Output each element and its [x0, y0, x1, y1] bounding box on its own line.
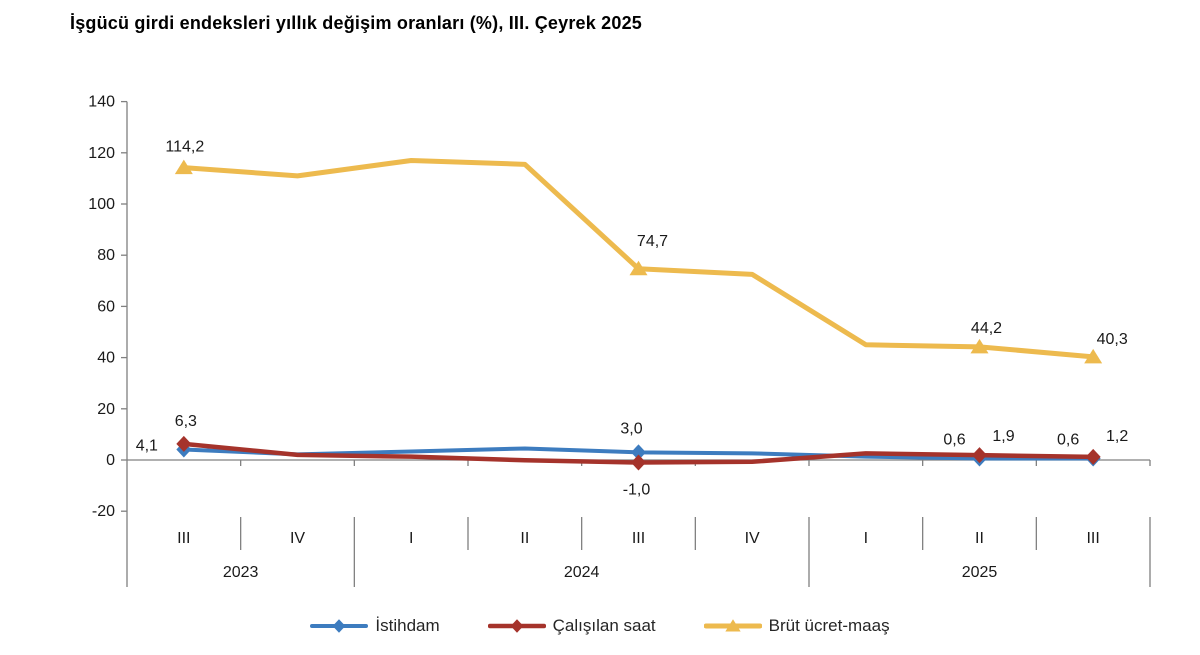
- data-label: 1,2: [1106, 428, 1128, 445]
- y-tick-label: 80: [97, 247, 115, 264]
- triangle-marker: [970, 338, 989, 354]
- year-label: 2025: [962, 564, 998, 581]
- chart-legend: İstihdam Çalışılan saat Brüt ücret-maaş: [0, 616, 1200, 636]
- data-label: 1,9: [992, 428, 1014, 445]
- y-tick-label: 100: [88, 196, 115, 213]
- legend-item-calisilan-saat: Çalışılan saat: [487, 616, 656, 636]
- diamond-marker: [972, 447, 987, 464]
- legend-item-brut-ucret-maas: Brüt ücret-maaş: [703, 616, 890, 636]
- diamond-marker: [1085, 448, 1101, 465]
- data-label: 114,2: [165, 139, 204, 156]
- line-diamond-marker-icon: [487, 619, 546, 633]
- year-label: 2024: [564, 564, 600, 581]
- y-tick-label: 20: [97, 401, 115, 418]
- diamond-marker: [176, 435, 192, 452]
- line-triangle-marker-icon: [703, 619, 762, 632]
- y-tick-label: 120: [88, 145, 115, 162]
- legend-label: Brüt ücret-maaş: [768, 616, 890, 635]
- diamond-marker: [510, 619, 524, 633]
- legend-item-istihdam: İstihdam: [310, 616, 440, 636]
- x-tick-label: III: [632, 530, 645, 547]
- data-label: 4,1: [136, 438, 158, 455]
- series-Brüt ücret-maaş: 114,2 74,7 44,2 40,3: [165, 139, 1128, 364]
- y-tick-label: 60: [97, 298, 115, 315]
- line-diamond-marker-icon: [310, 619, 369, 633]
- data-label: 40,3: [1097, 331, 1128, 348]
- triangle-marker: [174, 159, 193, 175]
- series-Çalışılan saat: 6,3 -1,0 1,9 1,2: [175, 413, 1129, 499]
- x-tick-label: IV: [745, 530, 760, 547]
- x-tick-label: I: [409, 530, 413, 547]
- data-label: 6,3: [175, 413, 197, 430]
- x-tick-label: III: [177, 530, 190, 547]
- x-tick-label: I: [864, 530, 868, 547]
- y-tick-label: 140: [88, 94, 115, 111]
- y-tick-label: -20: [92, 503, 115, 520]
- diamond-marker: [631, 454, 646, 471]
- data-label: 44,2: [971, 320, 1002, 337]
- legend-label: Çalışılan saat: [552, 616, 656, 635]
- x-tick-label: IV: [290, 530, 305, 547]
- data-label: -1,0: [623, 482, 651, 499]
- data-label: 0,6: [943, 431, 965, 448]
- x-tick-label: III: [1086, 530, 1099, 547]
- triangle-marker: [725, 619, 741, 632]
- y-tick-label: 0: [106, 452, 115, 469]
- series-line: [181, 157, 1096, 360]
- year-label: 2023: [223, 564, 259, 581]
- x-tick-label: II: [975, 530, 984, 547]
- diamond-marker: [333, 619, 346, 633]
- data-label: 3,0: [620, 420, 642, 437]
- data-label: 0,6: [1057, 431, 1079, 448]
- y-tick-label: 40: [97, 350, 115, 367]
- diamond-marker: [631, 444, 646, 461]
- triangle-marker: [629, 260, 648, 276]
- page-title: İşgücü girdi endeksleri yıllık değişim o…: [70, 13, 643, 33]
- legend-label: İstihdam: [375, 616, 440, 635]
- data-label: 74,7: [637, 233, 668, 250]
- triangle-marker: [1084, 348, 1103, 364]
- x-tick-label: II: [520, 530, 529, 547]
